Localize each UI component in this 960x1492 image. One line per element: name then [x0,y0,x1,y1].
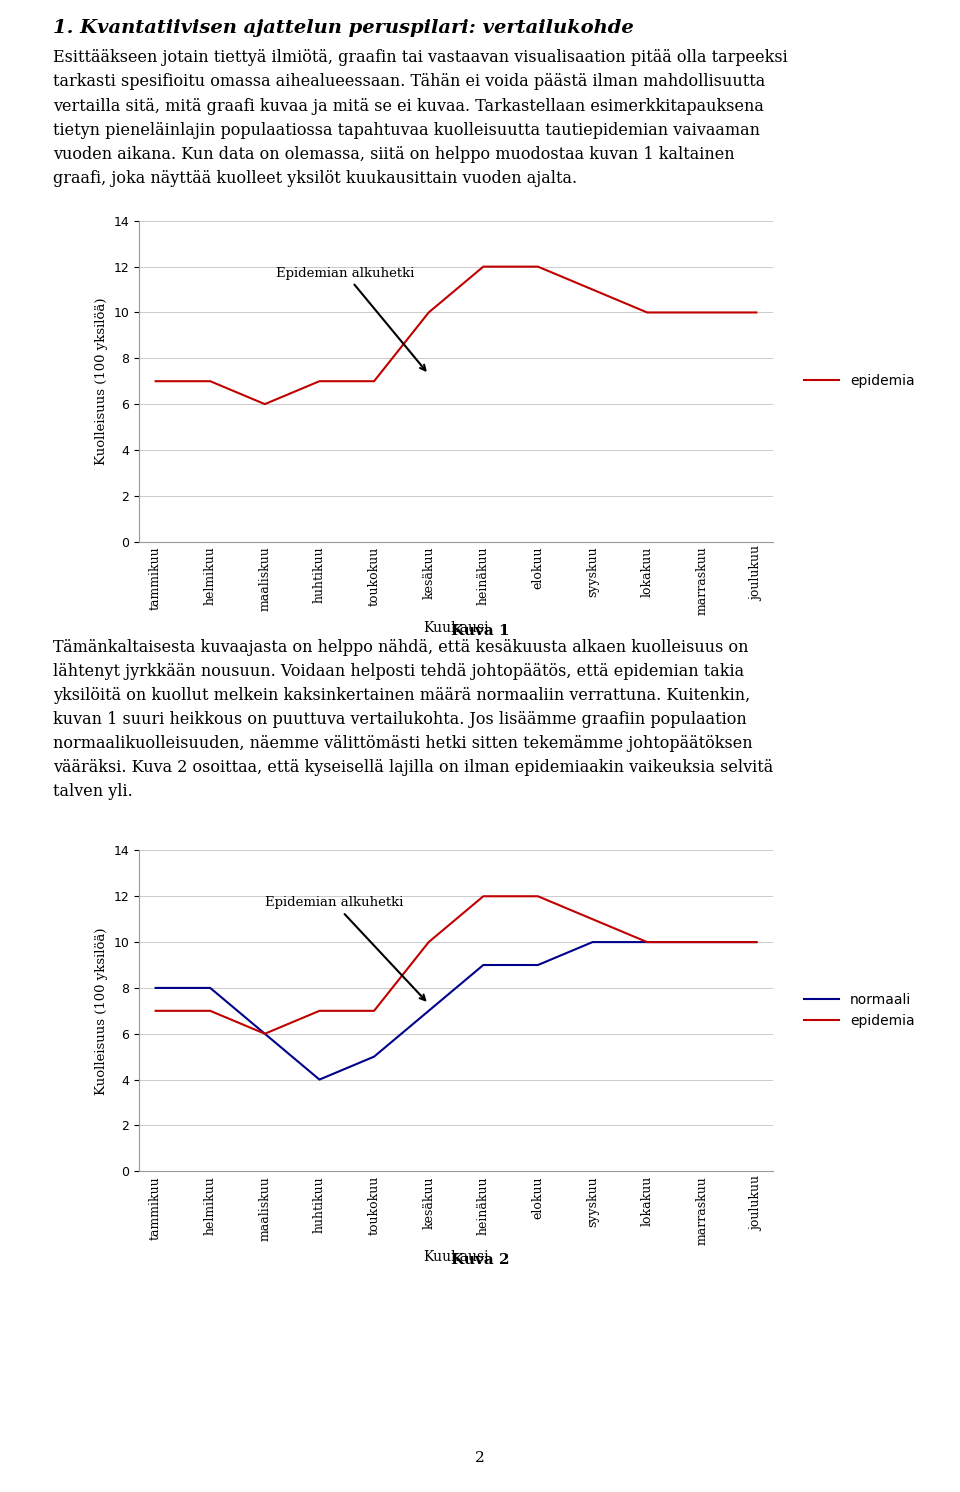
normaali [150,979,161,997]
normaali [369,1047,380,1065]
Text: 2: 2 [475,1452,485,1465]
epidemia [423,932,435,950]
Y-axis label: Kuolleisuus (100 yksilöä): Kuolleisuus (100 yksilöä) [95,297,108,466]
epidemia [587,910,598,928]
epidemia [751,932,762,950]
epidemia [259,1025,271,1043]
normaali [587,932,598,950]
X-axis label: Kuukausi: Kuukausi [423,621,489,634]
epidemia [532,888,543,906]
Text: 1. Kvantatiivisen ajattelun peruspilari: vertailukohde: 1. Kvantatiivisen ajattelun peruspilari:… [53,19,634,37]
normaali [423,1003,435,1021]
normaali [314,1071,325,1089]
Legend: normaali, epidemia: normaali, epidemia [799,988,921,1034]
epidemia [477,888,489,906]
Line: epidemia: epidemia [156,897,756,1034]
Legend: epidemia: epidemia [799,369,921,394]
epidemia [204,1003,216,1021]
normaali [641,932,653,950]
Text: Tämänkaltaisesta kuvaajasta on helppo nähdä, että kesäkuusta alkaen kuolleisuus : Tämänkaltaisesta kuvaajasta on helppo nä… [53,639,773,801]
normaali [751,932,762,950]
epidemia [150,1003,161,1021]
X-axis label: Kuukausi: Kuukausi [423,1250,489,1264]
normaali [259,1025,271,1043]
Text: Kuva 2: Kuva 2 [451,1253,509,1267]
normaali [696,932,708,950]
normaali [477,956,489,974]
normaali [204,979,216,997]
normaali [532,956,543,974]
Y-axis label: Kuolleisuus (100 yksilöä): Kuolleisuus (100 yksilöä) [95,927,108,1095]
epidemia [369,1003,380,1021]
Text: Esittääkseen jotain tiettyä ilmiötä, graafin tai vastaavan visualisaation pitää : Esittääkseen jotain tiettyä ilmiötä, gra… [53,49,787,186]
Text: Kuva 1: Kuva 1 [450,624,510,637]
epidemia [314,1003,325,1021]
epidemia [696,932,708,950]
epidemia [641,932,653,950]
Text: Epidemian alkuhetki: Epidemian alkuhetki [276,267,425,370]
Text: Epidemian alkuhetki: Epidemian alkuhetki [265,897,425,1000]
Line: normaali: normaali [156,941,756,1080]
